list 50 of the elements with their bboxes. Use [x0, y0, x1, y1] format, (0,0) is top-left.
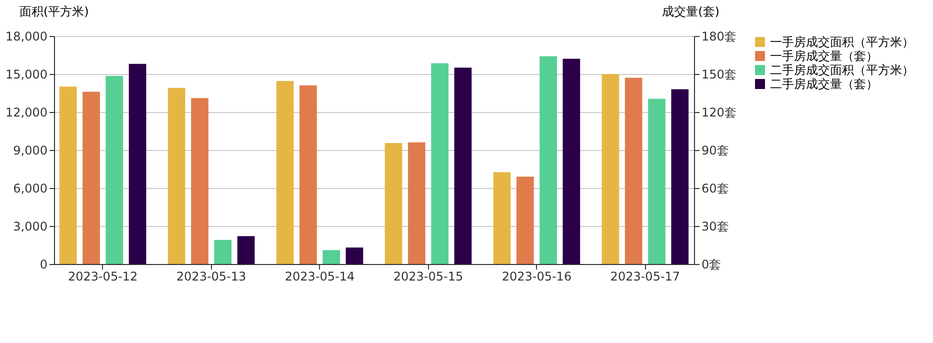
y2-tick-label: 30套: [702, 220, 729, 234]
bar: [300, 85, 317, 264]
y-tick-label: 18,000: [6, 30, 48, 44]
bar: [106, 76, 124, 264]
bar: [384, 143, 402, 264]
bar: [191, 98, 208, 264]
bar: [540, 56, 557, 264]
y-tick-label: 15,000: [6, 68, 48, 82]
bar: [237, 236, 255, 264]
bar: [322, 250, 340, 264]
bar: [624, 78, 642, 264]
x-tick-label: 2023-05-12: [68, 270, 138, 284]
bar: [168, 88, 186, 264]
bar: [493, 172, 511, 264]
bar: [562, 58, 580, 264]
x-tick-label: 2023-05-14: [284, 270, 355, 284]
bar: [671, 89, 689, 264]
bar: [408, 142, 426, 264]
y-tick-label: 3,000: [13, 220, 48, 234]
bar: [431, 63, 448, 264]
bar: [276, 80, 294, 264]
bar: [602, 74, 620, 264]
x-tick-label: 2023-05-16: [502, 270, 572, 284]
bar: [454, 68, 472, 264]
y2-tick-label: 0套: [702, 258, 722, 272]
bar: [346, 248, 364, 264]
legend-label: 二手房成交量（套）: [770, 77, 878, 91]
legend-label: 一手房成交量（套）: [770, 49, 878, 63]
legend-label: 二手房成交面积（平方米）: [770, 63, 914, 77]
y2-tick-label: 120套: [702, 106, 736, 120]
legend-label: 一手房成交面积（平方米）: [770, 35, 914, 49]
x-tick-label: 2023-05-15: [393, 270, 464, 284]
y2-tick-label: 150套: [702, 68, 736, 82]
y2-axis-title: 成交量(套): [662, 4, 720, 18]
bar: [214, 240, 232, 264]
bar: [516, 176, 534, 264]
y-tick-label: 6,000: [13, 182, 48, 196]
x-tick-label: 2023-05-13: [176, 270, 246, 284]
x-tick-label: 2023-05-17: [610, 270, 680, 284]
bar: [128, 64, 146, 264]
y2-tick-label: 90套: [702, 144, 729, 158]
y2-tick-label: 60套: [702, 182, 729, 196]
y-axis-title: 面积(平方米): [20, 4, 89, 18]
y-tick-label: 12,000: [6, 106, 48, 120]
bar: [82, 92, 100, 264]
y2-tick-label: 180套: [702, 30, 736, 44]
y-tick-label: 0: [40, 258, 48, 272]
bar: [59, 86, 77, 264]
bar: [648, 98, 666, 264]
y-tick-label: 9,000: [13, 144, 48, 158]
